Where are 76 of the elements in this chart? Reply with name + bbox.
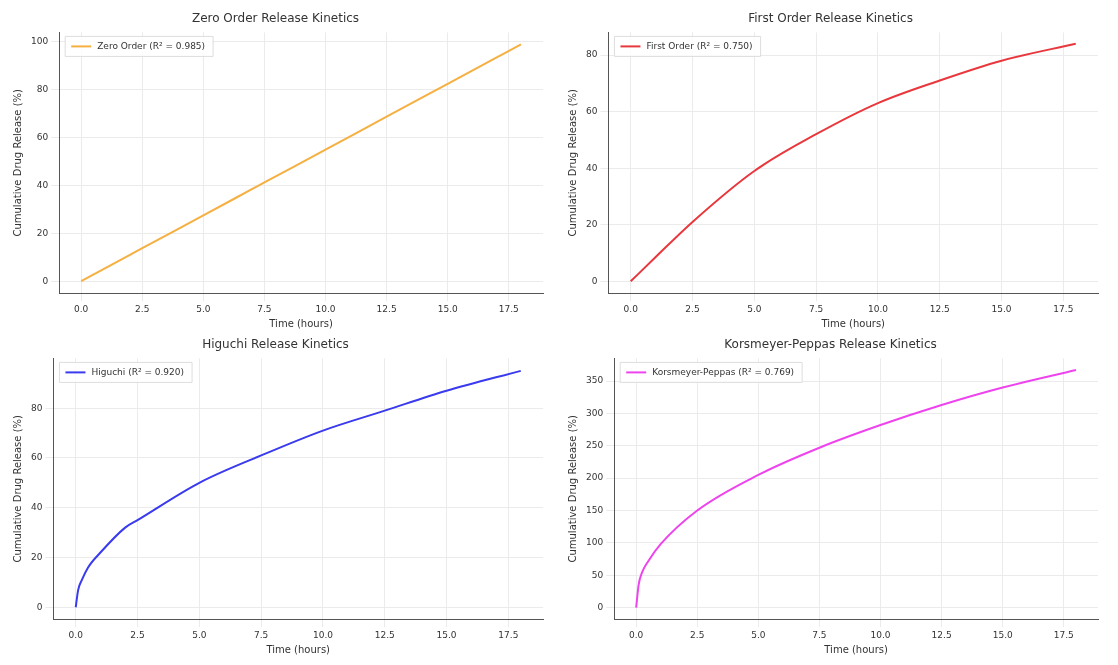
y-tick-label: 200 xyxy=(585,472,604,483)
y-tick-label: 20 xyxy=(31,551,43,562)
y-tick-label: 40 xyxy=(36,179,49,190)
y-tick-label: 20 xyxy=(586,219,598,230)
x-axis-title: Time (hours) xyxy=(820,317,886,329)
y-tick-label: 0 xyxy=(591,275,598,286)
x-tick-label: 15.0 xyxy=(992,629,1013,640)
y-tick-label: 150 xyxy=(585,504,604,515)
line-series xyxy=(635,369,1078,609)
legend-label: First Order (R² = 0.750) xyxy=(646,40,753,51)
y-tick-label: 0 xyxy=(597,601,604,612)
y-tick-label: 40 xyxy=(31,502,43,513)
chart-title: Zero Order Release Kinetics xyxy=(191,11,360,26)
y-tick-label: 20 xyxy=(36,227,49,238)
x-tick-label: 7.5 xyxy=(253,629,269,640)
x-tick-label: 17.5 xyxy=(1053,303,1074,314)
x-tick-label: 15.0 xyxy=(437,303,458,314)
x-axis-title: Time (hours) xyxy=(265,643,331,655)
x-tick-label: 10.0 xyxy=(870,629,891,640)
y-tick-label: 40 xyxy=(586,162,598,173)
x-tick-label: 5.0 xyxy=(751,629,766,640)
x-tick-label: 10.0 xyxy=(867,303,889,314)
x-tick-label: 0.0 xyxy=(74,303,89,314)
x-tick-label: 0.0 xyxy=(623,303,639,314)
x-tick-label: 17.5 xyxy=(498,629,519,640)
x-tick-label: 7.5 xyxy=(257,303,272,314)
x-tick-label: 10.0 xyxy=(312,629,334,640)
y-tick-label: 80 xyxy=(36,84,49,95)
x-tick-label: 12.5 xyxy=(929,303,950,314)
y-tick-label: 50 xyxy=(591,569,604,580)
x-tick-label: 17.5 xyxy=(498,303,519,314)
legend-label: Zero Order (R² = 0.985) xyxy=(97,40,206,51)
x-tick-label: 7.5 xyxy=(808,303,824,314)
x-axis-title: Time (hours) xyxy=(823,643,888,655)
legend-label: Korsmeyer-Peppas (R² = 0.769) xyxy=(652,366,795,377)
y-axis-title: Cumulative Drug Release (%) xyxy=(566,88,578,237)
y-tick-label: 80 xyxy=(31,402,43,413)
y-tick-label: 100 xyxy=(30,36,49,47)
x-tick-label: 2.5 xyxy=(690,629,705,640)
x-tick-label: 0.0 xyxy=(629,629,644,640)
y-tick-label: 100 xyxy=(585,537,604,548)
y-tick-label: 80 xyxy=(586,49,598,60)
x-tick-label: 5.0 xyxy=(196,303,211,314)
y-tick-label: 250 xyxy=(585,440,604,451)
x-tick-label: 2.5 xyxy=(135,303,150,314)
x-tick-label: 7.5 xyxy=(812,629,827,640)
y-axis-title: Cumulative Drug Release (%) xyxy=(566,414,578,563)
y-axis-title: Cumulative Drug Release (%) xyxy=(11,88,23,237)
line-series xyxy=(74,369,522,609)
chart-title: First Order Release Kinetics xyxy=(748,11,913,26)
y-tick-label: 0 xyxy=(36,601,43,612)
y-tick-label: 60 xyxy=(36,132,49,143)
x-tick-label: 15.0 xyxy=(991,303,1012,314)
y-tick-label: 350 xyxy=(585,375,604,386)
y-tick-label: 0 xyxy=(42,275,49,286)
y-tick-label: 60 xyxy=(31,452,43,463)
x-tick-label: 12.5 xyxy=(374,629,395,640)
y-tick-label: 300 xyxy=(585,407,604,418)
line-series xyxy=(80,43,523,283)
x-tick-label: 5.0 xyxy=(192,629,207,640)
legend-label: Higuchi (R² = 0.920) xyxy=(91,366,185,377)
chart-title: Higuchi Release Kinetics xyxy=(202,337,349,352)
x-tick-label: 12.5 xyxy=(376,303,397,314)
x-tick-label: 12.5 xyxy=(931,629,952,640)
x-tick-label: 2.5 xyxy=(685,303,700,314)
x-tick-label: 17.5 xyxy=(1053,629,1074,640)
x-tick-label: 5.0 xyxy=(747,303,762,314)
x-tick-label: 2.5 xyxy=(130,629,145,640)
y-tick-label: 60 xyxy=(586,105,598,116)
x-tick-label: 0.0 xyxy=(68,629,84,640)
line-series xyxy=(629,42,1077,283)
y-axis-title: Cumulative Drug Release (%) xyxy=(11,414,23,563)
chart-title: Korsmeyer-Peppas Release Kinetics xyxy=(724,337,937,352)
x-tick-label: 10.0 xyxy=(315,303,336,314)
x-axis-title: Time (hours) xyxy=(268,317,333,329)
x-tick-label: 15.0 xyxy=(436,629,457,640)
